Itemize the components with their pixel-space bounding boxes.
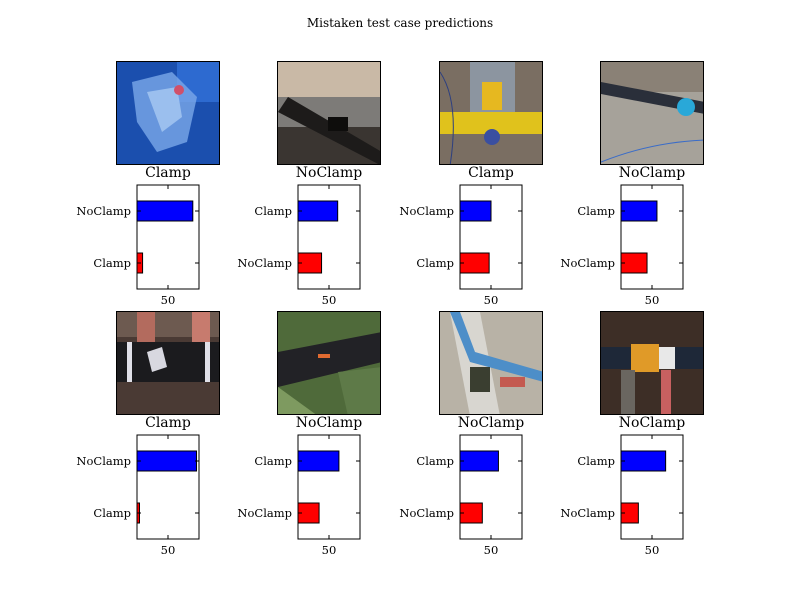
bar-chart: Clamp NoClamp 50 — [76, 434, 200, 557]
y-tick-label: NoClamp — [560, 256, 615, 270]
y-tick-label: Clamp — [254, 204, 292, 218]
y-tick-label: NoClamp — [237, 256, 292, 270]
panel-true-label: Clamp — [145, 415, 191, 431]
bar-chart: NoClamp Clamp 50 — [560, 184, 684, 307]
panel-true-label: NoClamp — [295, 415, 363, 431]
bar — [620, 200, 658, 222]
pipe-with-clamp-ground-photo — [600, 61, 704, 165]
blue-pipe-boots-photo — [439, 311, 543, 415]
y-tick-label: NoClamp — [76, 454, 131, 468]
subplot-panel: Clamp Clamp NoClamp 50 — [76, 311, 306, 611]
subplot-panel: NoClamp NoClamp Clamp 50 — [237, 311, 467, 611]
y-tick-label: Clamp — [577, 204, 615, 218]
bar — [459, 252, 490, 274]
bar-chart: NoClamp Clamp 50 — [237, 184, 361, 307]
y-tick-label: Clamp — [254, 454, 292, 468]
panel-true-label: Clamp — [468, 165, 514, 181]
panel-true-label: NoClamp — [618, 165, 686, 181]
yellow-pipe-machine-photo — [439, 61, 543, 165]
y-tick-label: NoClamp — [399, 506, 454, 520]
blue-tarp-bag-photo — [116, 61, 220, 165]
y-tick-label: Clamp — [93, 506, 131, 520]
bar — [136, 450, 198, 472]
y-tick-label: Clamp — [416, 256, 454, 270]
y-tick-label: Clamp — [93, 256, 131, 270]
bar — [297, 450, 340, 472]
x-tick-label: 50 — [484, 543, 499, 557]
x-tick-label: 50 — [645, 293, 660, 307]
panel-true-label: Clamp — [145, 165, 191, 181]
pipe-on-green-tarp-photo — [277, 311, 381, 415]
y-tick-label: NoClamp — [237, 506, 292, 520]
y-tick-label: Clamp — [577, 454, 615, 468]
orange-clamp-pipe-photo — [600, 311, 704, 415]
panel-true-label: NoClamp — [618, 415, 686, 431]
y-tick-label: Clamp — [416, 454, 454, 468]
bar — [620, 450, 667, 472]
figure-title: Mistaken test case predictions — [306, 16, 494, 30]
y-tick-label: NoClamp — [76, 204, 131, 218]
bar — [297, 200, 339, 222]
subplot-panel: Clamp Clamp NoClamp 50 — [399, 61, 629, 361]
bar-chart: NoClamp Clamp 50 — [399, 434, 523, 557]
bar-chart: Clamp NoClamp 50 — [76, 184, 200, 307]
x-tick-label: 50 — [322, 293, 337, 307]
pipe-over-lake-photo — [277, 61, 381, 165]
subplot-panel: NoClamp NoClamp Clamp 50 — [560, 61, 790, 361]
bar-chart: Clamp NoClamp 50 — [399, 184, 523, 307]
x-tick-label: 50 — [161, 293, 176, 307]
x-tick-label: 50 — [161, 543, 176, 557]
subplot-panel: Clamp Clamp NoClamp 50 — [76, 61, 306, 361]
black-pipe-joint-photo — [116, 311, 220, 415]
y-tick-label: NoClamp — [399, 204, 454, 218]
subplot-panel: NoClamp NoClamp Clamp 50 — [237, 61, 467, 361]
bar — [459, 450, 499, 472]
bar-chart: NoClamp Clamp 50 — [237, 434, 361, 557]
x-tick-label: 50 — [484, 293, 499, 307]
panel-true-label: NoClamp — [457, 415, 525, 431]
y-tick-label: NoClamp — [560, 506, 615, 520]
subplot-panel: NoClamp NoClamp Clamp 50 — [399, 311, 629, 611]
bar — [136, 200, 194, 222]
bar — [459, 200, 492, 222]
bar-chart: NoClamp Clamp 50 — [560, 434, 684, 557]
x-tick-label: 50 — [322, 543, 337, 557]
subplot-panel: NoClamp NoClamp Clamp 50 — [560, 311, 790, 611]
x-tick-label: 50 — [645, 543, 660, 557]
panel-true-label: NoClamp — [295, 165, 363, 181]
